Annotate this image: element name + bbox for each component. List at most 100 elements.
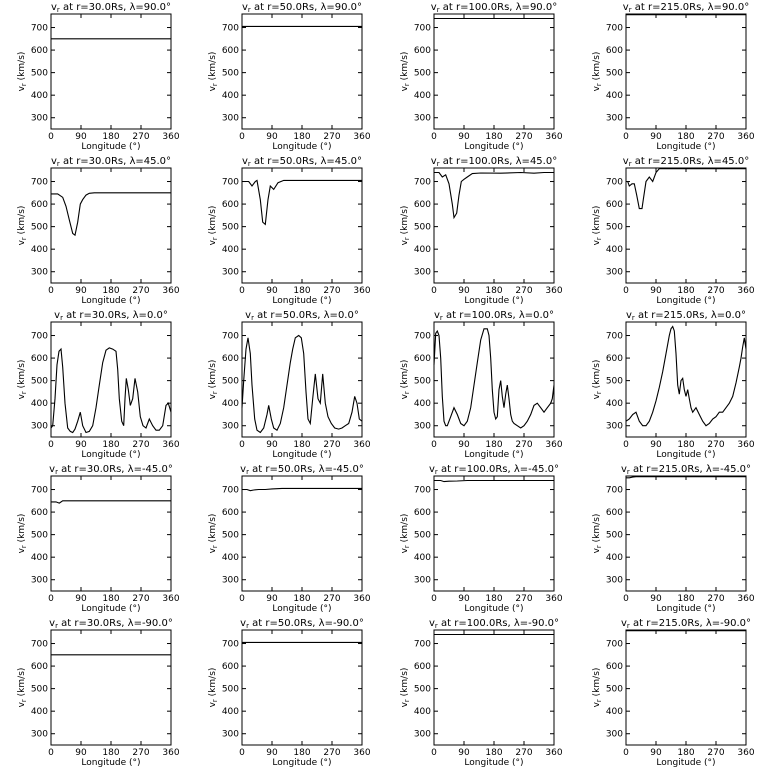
y-axis-label: vr (km/s) xyxy=(400,514,411,554)
x-tick-label: 270 xyxy=(132,286,149,296)
y-label-var-sub: r xyxy=(20,83,28,86)
title-latitude: λ=0.0° xyxy=(711,310,746,321)
title-var: v xyxy=(429,618,435,629)
title-radius: at r=215.0Rs, xyxy=(632,156,708,167)
y-tick-label: 700 xyxy=(31,640,48,650)
x-axis-label: Longitude (°) xyxy=(464,758,523,768)
panel-r4-c0: vr at r=30.0Rs, λ=-90.0°0 90 180 270 3603004… xyxy=(17,618,180,768)
y-axis-label: vr (km/s) xyxy=(208,668,219,708)
title-latitude: λ=-90.0° xyxy=(514,618,559,629)
y-tick-label: 400 xyxy=(414,399,431,409)
plot-frame xyxy=(433,167,555,284)
y-label-var-sub: r xyxy=(211,237,219,240)
title-radius: at r=100.0Rs, xyxy=(440,2,516,13)
y-label-var: v xyxy=(400,85,410,91)
y-tick-label: 400 xyxy=(31,399,48,409)
y-label-var-sub: r xyxy=(595,545,603,548)
x-tick-label: 360 xyxy=(353,440,370,450)
title-var-sub: r xyxy=(437,6,440,14)
x-axis-label: Longitude (°) xyxy=(656,450,715,460)
title-latitude: λ=-90.0° xyxy=(706,618,751,629)
y-axis-label: vr (km/s) xyxy=(592,514,603,554)
y-tick-label: 500 xyxy=(414,223,431,233)
title-latitude: λ=45.0° xyxy=(516,156,558,167)
x-tick-label: 360 xyxy=(545,594,562,604)
y-label-var-sub: r xyxy=(403,699,411,702)
panel-title: vr at r=100.0Rs, λ=-90.0° xyxy=(429,618,559,630)
x-axis-label: Longitude (°) xyxy=(272,296,331,306)
y-label-var-sub: r xyxy=(595,237,603,240)
panel-r2-c2: vr at r=100.0Rs, λ=0.0°0 90 180 270 36030040… xyxy=(400,310,563,460)
y-tick-label: 500 xyxy=(606,69,623,79)
x-axis-label: Longitude (°) xyxy=(656,604,715,614)
x-axis-label: Longitude (°) xyxy=(464,296,523,306)
x-tick-label: 0 xyxy=(48,594,54,604)
y-axis-label: vr (km/s) xyxy=(592,668,603,708)
x-tick-label: 90 xyxy=(458,440,470,450)
title-latitude: λ=45.0° xyxy=(129,156,171,167)
y-label-var: v xyxy=(208,547,218,553)
title-radius: at r=215.0Rs, xyxy=(632,2,708,13)
y-label-var: v xyxy=(208,85,218,91)
x-tick-label: 180 xyxy=(677,286,694,296)
x-tick-label: 90 xyxy=(650,132,662,142)
plot-frame xyxy=(433,321,555,438)
y-label-var-sub: r xyxy=(211,545,219,548)
x-tick-label: 270 xyxy=(132,748,149,758)
y-tick-label: 700 xyxy=(606,486,623,496)
panel-r0-c3: vr at r=215.0Rs, λ=90.0°0 90 180 270 3603004… xyxy=(592,2,755,152)
x-tick-label: 180 xyxy=(677,594,694,604)
y-tick-label: 700 xyxy=(222,332,239,342)
y-tick-label: 300 xyxy=(414,114,431,124)
x-tick-label: 360 xyxy=(162,440,179,450)
x-tick-label: 360 xyxy=(545,286,562,296)
panel-title: vr at r=30.0Rs, λ=-45.0° xyxy=(49,464,173,476)
x-tick-label: 270 xyxy=(132,132,149,142)
title-radius: at r=215.0Rs, xyxy=(630,464,706,475)
y-label-var: v xyxy=(592,85,602,91)
y-axis-label: vr (km/s) xyxy=(400,360,411,400)
x-tick-label: 90 xyxy=(650,286,662,296)
series-line xyxy=(242,179,362,226)
y-tick-label: 600 xyxy=(31,354,48,364)
y-label-var: v xyxy=(592,701,602,707)
x-tick-label: 90 xyxy=(75,440,87,450)
x-tick-label: 90 xyxy=(75,748,87,758)
title-var-sub: r xyxy=(57,6,60,14)
x-tick-label: 90 xyxy=(458,286,470,296)
title-radius: at r=50.0Rs, xyxy=(249,618,319,629)
x-tick-label: 180 xyxy=(485,132,502,142)
y-label-var: v xyxy=(17,85,27,91)
panel-title: vr at r=100.0Rs, λ=0.0° xyxy=(434,310,554,322)
y-tick-label: 300 xyxy=(31,268,48,278)
panel-r4-c2: vr at r=100.0Rs, λ=-90.0°0 90 180 270 360300… xyxy=(400,618,563,768)
x-tick-label: 0 xyxy=(431,594,437,604)
x-tick-label: 90 xyxy=(266,748,278,758)
series-line xyxy=(241,334,363,434)
x-axis-label: Longitude (°) xyxy=(464,450,523,460)
x-tick-label: 0 xyxy=(239,594,245,604)
title-var: v xyxy=(51,2,57,13)
x-tick-label: 360 xyxy=(353,748,370,758)
y-axis-label: vr (km/s) xyxy=(17,360,28,400)
y-tick-label: 400 xyxy=(606,245,623,255)
x-tick-label: 270 xyxy=(515,440,532,450)
y-tick-label: 300 xyxy=(222,730,239,740)
x-tick-label: 0 xyxy=(431,286,437,296)
x-tick-label: 360 xyxy=(162,594,179,604)
panel-title: vr at r=50.0Rs, λ=90.0° xyxy=(242,2,362,14)
title-radius: at r=30.0Rs, xyxy=(60,156,130,167)
title-latitude: λ=-45.0° xyxy=(514,464,559,475)
x-axis-label: Longitude (°) xyxy=(464,604,523,614)
title-latitude: λ=0.0° xyxy=(133,310,168,321)
panel-title: vr at r=30.0Rs, λ=90.0° xyxy=(51,2,171,14)
y-tick-label: 400 xyxy=(222,553,239,563)
panel-title: vr at r=50.0Rs, λ=-90.0° xyxy=(240,618,364,630)
y-tick-label: 500 xyxy=(414,69,431,79)
y-label-var-sub: r xyxy=(211,699,219,702)
y-label-var-sub: r xyxy=(20,699,28,702)
y-tick-label: 400 xyxy=(31,91,48,101)
panel-title: vr at r=30.0Rs, λ=0.0° xyxy=(54,310,168,322)
title-var: v xyxy=(242,2,248,13)
